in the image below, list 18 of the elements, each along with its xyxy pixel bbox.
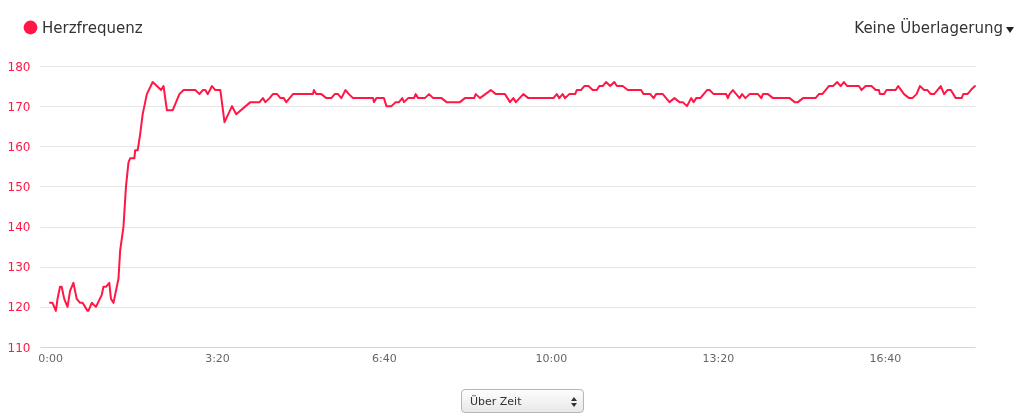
x-tick-label: 3:20 (205, 351, 230, 365)
y-tick-label: 140 (7, 220, 31, 235)
text: Keine Überlagerung (854, 19, 1003, 37)
y-tick-label: 170 (7, 99, 31, 114)
legend-label: Herzfrequenz (42, 18, 143, 37)
y-tick-label: 150 (7, 179, 31, 194)
y-tick-label: 160 (7, 139, 31, 154)
x-tick-label: 10:00 (535, 351, 568, 365)
y-tick-label: 110 (7, 340, 31, 355)
x-tick-label: 16:40 (869, 351, 902, 365)
x-tick-label: 6:40 (372, 351, 397, 365)
y-tick-label: 120 (7, 300, 31, 315)
y-tick-label: 130 (7, 260, 31, 275)
select-box: Über Zeit (461, 389, 584, 413)
y-tick-label: 180 (7, 59, 31, 74)
line-series (49, 81, 976, 312)
x-tick-label: 13:20 (702, 351, 735, 365)
x-tick-label: 0:00 (38, 351, 63, 365)
